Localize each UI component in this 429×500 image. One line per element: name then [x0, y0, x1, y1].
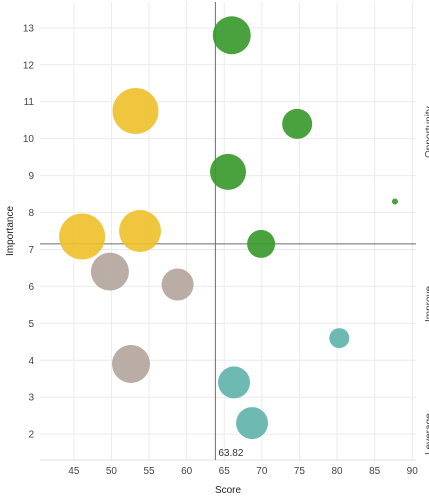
bubble-green — [247, 229, 276, 258]
x-tick-label: 75 — [294, 466, 306, 477]
bubble-green — [282, 108, 313, 139]
x-tick-label: 60 — [181, 466, 193, 477]
bubble-taupe — [111, 344, 150, 383]
y-tick-label: 11 — [24, 97, 35, 108]
x-tick-label: 85 — [369, 466, 381, 477]
y-tick-label: 10 — [23, 134, 35, 145]
bubble-green — [212, 16, 251, 55]
y-tick-label: 12 — [23, 60, 35, 71]
x-tick-label: 65 — [219, 466, 231, 477]
bubble-teal — [218, 366, 251, 399]
x-axis-title: Score — [215, 485, 242, 496]
x-tick-label: 70 — [256, 466, 268, 477]
bubble-yellow — [112, 87, 159, 134]
y-tick-label: 5 — [28, 319, 34, 330]
y-tick-label: 9 — [28, 171, 34, 182]
y-tick-label: 3 — [28, 393, 34, 404]
bubble-taupe — [161, 268, 194, 301]
bubble-green — [210, 153, 246, 190]
y-tick-label: 7 — [28, 245, 34, 256]
x-tick-label: 45 — [68, 466, 80, 477]
y-tick-label: 6 — [28, 282, 34, 293]
y-tick-label: 13 — [23, 23, 35, 34]
x-tick-label: 80 — [331, 466, 343, 477]
quadrant-label: Leverage — [424, 413, 429, 455]
quadrant-labels: Opportunity Improve Leverage — [424, 106, 429, 455]
reference-x-value-label: 63.82 — [218, 448, 243, 459]
y-tick-label: 4 — [28, 356, 34, 367]
x-tick-label: 50 — [106, 466, 118, 477]
x-tick-label: 90 — [407, 466, 419, 477]
bubble-yellow — [59, 213, 106, 260]
quadrant-label: Opportunity — [424, 106, 429, 158]
y-axis-title: Importance — [5, 206, 16, 256]
y-tick-label: 2 — [28, 430, 34, 441]
y-tick-label: 8 — [28, 208, 34, 219]
bubbles — [59, 16, 398, 440]
bubble-green — [391, 198, 398, 205]
bubble-taupe — [90, 252, 129, 291]
bubble-teal — [236, 407, 269, 440]
quadrant-label: Improve — [424, 285, 429, 322]
bubble-yellow — [119, 210, 162, 252]
x-tick-label: 55 — [143, 466, 155, 477]
bubble-teal — [329, 328, 350, 349]
